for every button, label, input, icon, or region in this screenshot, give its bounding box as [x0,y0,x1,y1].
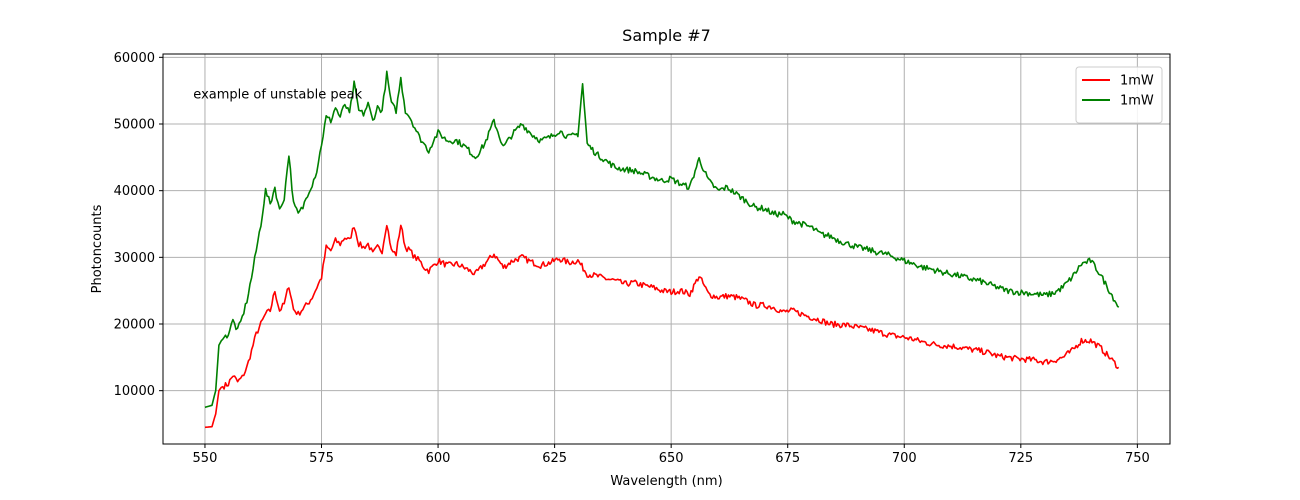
x-tick-label: 750 [1125,451,1150,466]
x-axis: 550 575 600 625 650 675 700 725 750 [193,444,1150,466]
y-tick-label: 50000 [114,118,155,133]
x-tick-label: 675 [775,451,800,466]
x-tick-label: 650 [659,451,684,466]
x-tick-label: 550 [193,451,218,466]
y-axis: 10000 20000 30000 40000 50000 60000 [114,51,163,399]
plot-frame [162,53,1171,445]
x-tick-label: 600 [426,451,451,466]
y-tick-label: 30000 [114,251,155,266]
series-line-1 [204,224,1120,429]
x-tick-label: 575 [309,451,334,466]
chart-annotation: example of unstable peak [193,88,362,103]
y-tick-label: 60000 [114,51,155,66]
y-tick-label: 20000 [114,318,155,333]
x-tick-label: 725 [1008,451,1033,466]
y-tick-label: 40000 [114,184,155,199]
legend-entry-label: 1mW [1120,94,1154,109]
x-tick-label: 700 [892,451,917,466]
legend-entry-label: 1mW [1120,74,1154,89]
y-tick-label: 10000 [114,384,155,399]
chart-title: Sample #7 [622,26,711,45]
series-group [204,70,1120,429]
y-axis-label: Photoncounts [90,204,105,293]
x-tick-label: 625 [542,451,567,466]
x-axis-label: Wavelength (nm) [610,474,722,489]
series-line-2 [204,70,1120,409]
